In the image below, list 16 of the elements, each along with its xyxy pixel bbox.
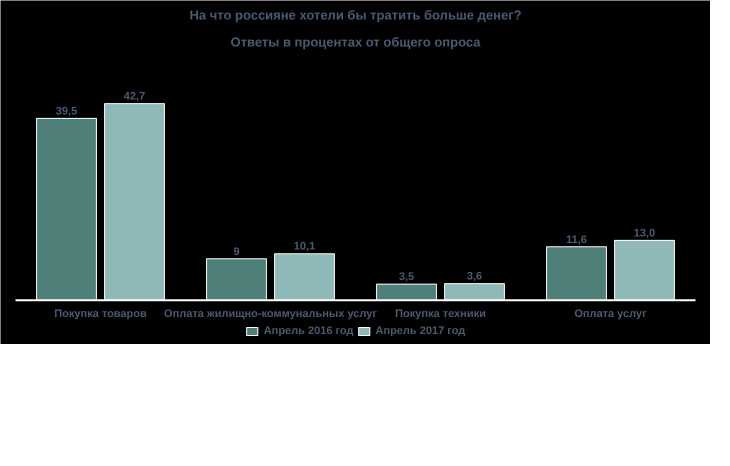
chart-subtitle: Ответы в процентах от общего опроса [230,34,482,50]
data-label: 42,7 [124,90,146,103]
x-tick-label: Покупка техники [395,308,486,320]
x-tick-label: Оплата услуг [574,308,648,320]
data-label: 11,6 [566,234,587,246]
data-label: 9 [233,246,240,258]
chart-title: На что россияне хотели бы тратить больше денег? [189,8,522,22]
data-label: 13,0 [634,227,656,240]
legend-label: Апрель 2016 год [264,325,354,337]
data-label: 3,5 [398,271,414,284]
data-label: 39,5 [56,105,78,118]
data-label: 10,1 [294,240,316,253]
x-tick-label: Оплата жилищно-коммунальных услуг [164,308,378,320]
data-label: 3,6 [466,270,482,283]
x-tick-label: Покупка товаров [54,308,147,320]
legend-label: Апрель 2017 год [376,325,466,337]
